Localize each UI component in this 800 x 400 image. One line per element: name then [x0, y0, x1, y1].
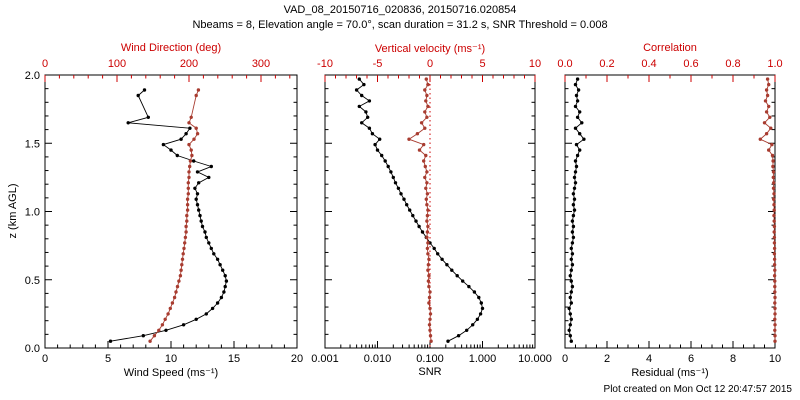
snr-panel: 0.001 0.010 0.100 1.000 10.000 -10 -5 0 5 10 — [311, 58, 552, 365]
svg-text:10: 10 — [769, 353, 781, 365]
svg-text:10.000: 10.000 — [518, 353, 552, 365]
svg-text:1.0: 1.0 — [767, 58, 782, 70]
svg-text:-10: -10 — [317, 58, 333, 70]
svg-text:6: 6 — [688, 353, 694, 365]
svg-text:1.000: 1.000 — [469, 353, 497, 365]
vertical-velocity-series — [407, 77, 433, 343]
snr-series — [354, 77, 485, 343]
svg-text:0.6: 0.6 — [683, 58, 698, 70]
svg-text:-5: -5 — [373, 58, 383, 70]
svg-text:0.5: 0.5 — [25, 275, 40, 287]
svg-text:1.0: 1.0 — [25, 207, 40, 219]
svg-text:5: 5 — [479, 58, 485, 70]
height-axis-title: z (km AGL) — [7, 183, 19, 239]
svg-text:0: 0 — [427, 58, 433, 70]
svg-text:15: 15 — [228, 353, 240, 365]
svg-text:0.001: 0.001 — [311, 353, 339, 365]
svg-text:8: 8 — [730, 353, 736, 365]
svg-text:1.5: 1.5 — [25, 138, 40, 150]
correlation-series — [758, 77, 777, 343]
svg-text:10: 10 — [529, 58, 541, 70]
wind-direction-series — [148, 88, 201, 343]
svg-text:0.2: 0.2 — [599, 58, 614, 70]
creation-timestamp: Plot created on Mon Oct 12 20:47:57 2015 — [603, 384, 792, 395]
svg-text:0: 0 — [42, 58, 48, 70]
svg-text:10: 10 — [165, 353, 177, 365]
wind-speed-series — [108, 88, 229, 343]
snr-axis-title: SNR — [418, 366, 442, 378]
wind-speed-axis-title: Wind Speed (ms⁻¹) — [123, 367, 219, 379]
svg-text:100: 100 — [108, 58, 126, 70]
svg-text:2: 2 — [604, 353, 610, 365]
plot-title: VAD_08_20150716_020836, 20150716.020854 — [283, 4, 517, 16]
plot-subtitle: Nbeams = 8, Elevation angle = 70.0°, sca… — [192, 19, 608, 31]
residual-panel: 0 2 4 6 8 10 0.0 0.2 0.4 0.6 0.8 1.0 — [557, 58, 782, 365]
svg-text:200: 200 — [180, 58, 198, 70]
svg-text:0.100: 0.100 — [416, 353, 444, 365]
svg-text:0.010: 0.010 — [364, 353, 392, 365]
svg-text:5: 5 — [105, 353, 111, 365]
svg-text:0.8: 0.8 — [725, 58, 740, 70]
wind-panel: 0.00.51.01.52.00 5 10 15 200 100 200 300 — [25, 58, 303, 365]
vertical-velocity-axis-title: Vertical velocity (ms⁻¹) — [374, 43, 486, 55]
svg-text:0.4: 0.4 — [641, 58, 656, 70]
svg-text:0: 0 — [42, 353, 48, 365]
svg-text:4: 4 — [646, 353, 652, 365]
residual-axis-title: Residual (ms⁻¹) — [631, 367, 709, 379]
wind-direction-axis-title: Wind Direction (deg) — [120, 42, 222, 54]
residual-series — [567, 77, 586, 343]
svg-text:0.0: 0.0 — [557, 58, 572, 70]
svg-text:2.0: 2.0 — [25, 70, 40, 82]
svg-text:20: 20 — [291, 353, 303, 365]
correlation-axis-title: Correlation — [643, 42, 697, 54]
svg-text:0: 0 — [562, 353, 568, 365]
svg-text:0.0: 0.0 — [25, 343, 40, 355]
svg-text:300: 300 — [252, 58, 270, 70]
